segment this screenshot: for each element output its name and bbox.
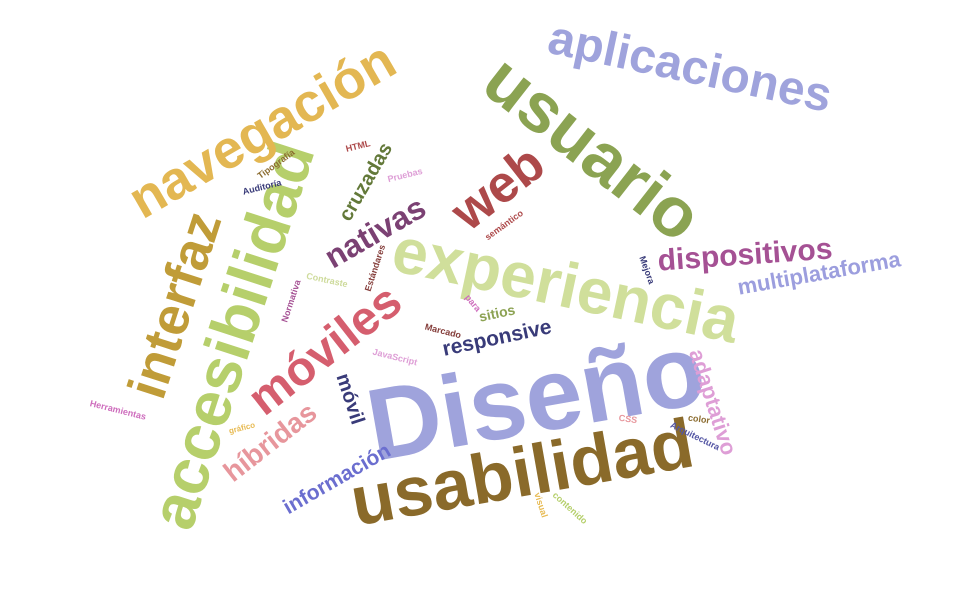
word-herramientas: Herramientas — [89, 398, 147, 422]
word-contraste: Contraste — [305, 271, 348, 290]
word-pruebas: Pruebas — [387, 166, 424, 184]
word-html: HTML — [345, 138, 372, 154]
word-color: color — [687, 413, 711, 426]
word-css: CSS — [618, 413, 638, 425]
word-sitios: sitios — [477, 301, 516, 324]
